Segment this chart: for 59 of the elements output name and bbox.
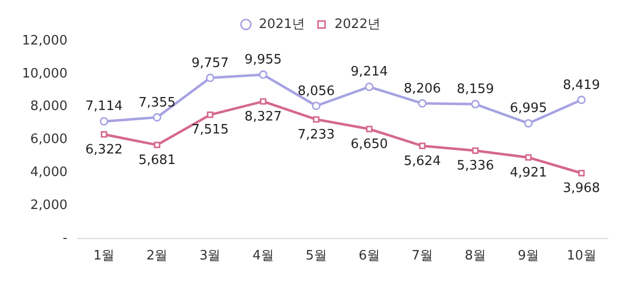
data-label: 7,355 <box>138 95 176 110</box>
y-tick-label: - <box>62 230 68 246</box>
data-label: 5,624 <box>404 154 441 169</box>
point <box>418 99 427 108</box>
data-label: 8,419 <box>562 78 600 93</box>
legend-label: 2022년 <box>334 16 381 32</box>
point <box>578 170 585 176</box>
y-tick-label: 6,000 <box>30 132 68 148</box>
point <box>365 82 374 92</box>
x-tick-label: 6월 <box>358 248 380 264</box>
point <box>471 100 480 108</box>
point <box>419 142 426 150</box>
point <box>524 119 533 128</box>
y-tick-label: 2,000 <box>30 198 68 213</box>
data-label: 8,159 <box>456 82 494 98</box>
point <box>366 126 372 132</box>
point <box>258 70 268 79</box>
data-label: 9,757 <box>192 56 229 71</box>
data-label: 8,056 <box>298 84 335 99</box>
x-tick-label: 7월 <box>412 248 433 264</box>
data-label: 9,214 <box>350 64 388 80</box>
point <box>312 116 320 123</box>
point <box>206 74 214 82</box>
data-label: 8,206 <box>404 81 441 96</box>
point <box>577 96 586 104</box>
y-tick-label: 4,000 <box>30 164 68 180</box>
data-label: 3,968 <box>562 181 600 196</box>
point <box>154 142 160 148</box>
x-tick-label: 1월 <box>93 248 115 264</box>
y-tick-label: 10,000 <box>22 66 68 82</box>
x-tick-label: 9월 <box>518 248 540 264</box>
x-tick-label: 8월 <box>464 248 486 264</box>
legend-label: 2021년 <box>258 16 306 32</box>
data-label: 7,515 <box>192 122 229 138</box>
data-label: 4,921 <box>510 165 548 180</box>
data-label: 6,322 <box>85 142 123 158</box>
point <box>100 117 108 126</box>
x-tick-label: 10월 <box>566 248 596 264</box>
data-label: 6,995 <box>510 101 548 116</box>
x-tick-label: 5월 <box>306 248 327 264</box>
data-label: 6,650 <box>350 136 388 152</box>
data-label: 9,955 <box>244 52 282 68</box>
point <box>260 98 266 105</box>
y-tick-label: 12,000 <box>22 33 68 48</box>
x-tick-label: 4월 <box>252 248 274 264</box>
point <box>152 113 162 122</box>
data-label: 7,233 <box>298 127 335 142</box>
x-tick-label: 2월 <box>146 248 168 264</box>
data-label: 5,681 <box>138 152 176 168</box>
data-label: 8,327 <box>244 109 282 124</box>
point <box>100 131 108 138</box>
point <box>472 147 479 154</box>
data-label: 7,114 <box>85 99 123 114</box>
data-label: 5,336 <box>456 158 494 174</box>
x-tick-label: 3월 <box>199 248 221 264</box>
y-tick-label: 8,000 <box>30 99 68 114</box>
point <box>525 154 532 161</box>
point <box>312 102 320 110</box>
point <box>206 112 214 118</box>
